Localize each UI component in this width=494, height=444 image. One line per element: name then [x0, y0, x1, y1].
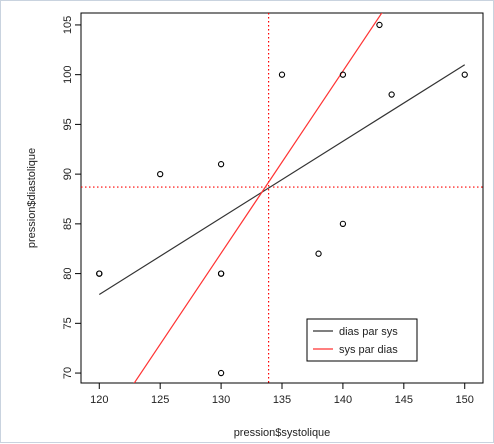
y-tick-label: 75	[62, 317, 74, 329]
data-point	[217, 270, 225, 277]
regression-line-sys-par-dias	[133, 13, 383, 383]
legend-label-dias-par-sys: dias par sys	[339, 326, 398, 338]
x-tick-label: 150	[456, 394, 474, 406]
y-tick-label: 85	[62, 218, 74, 230]
x-axis: 120 125 130 135 140 145 150	[90, 383, 474, 406]
y-axis-title: pression$diastolique	[26, 148, 38, 248]
x-tick-label: 125	[151, 394, 169, 406]
x-tick-label: 130	[212, 394, 230, 406]
y-tick-label: 90	[62, 168, 74, 180]
x-tick-label: 120	[90, 394, 108, 406]
x-axis-title: pression$systolique	[234, 427, 331, 439]
legend-box	[306, 318, 418, 362]
data-point	[461, 71, 468, 78]
data-point	[217, 161, 225, 168]
regression-line-dias-par-sys	[98, 64, 466, 295]
legend-label-sys-par-dias: sys par dias	[339, 344, 398, 356]
x-tick-label: 135	[273, 394, 291, 406]
y-tick-label: 100	[62, 65, 74, 83]
legend: dias par sys sys par dias	[306, 318, 418, 362]
data-point	[315, 250, 322, 257]
y-axis: 70 75 80 85 90 95 100 105	[62, 16, 81, 379]
y-tick-label: 70	[62, 367, 74, 379]
data-point	[96, 270, 103, 277]
x-tick-label: 140	[334, 394, 352, 406]
data-point	[376, 21, 383, 29]
x-tick-label: 145	[395, 394, 413, 406]
data-point	[339, 220, 347, 228]
y-tick-label: 95	[62, 118, 74, 130]
data-point	[157, 170, 164, 178]
data-point	[388, 91, 395, 98]
data-point	[339, 71, 347, 78]
plot-area	[80, 12, 484, 384]
y-tick-label: 105	[62, 16, 74, 34]
data-point	[217, 369, 225, 377]
data-point	[278, 71, 286, 78]
plot-content	[81, 13, 483, 383]
y-tick-label: 80	[62, 267, 74, 279]
